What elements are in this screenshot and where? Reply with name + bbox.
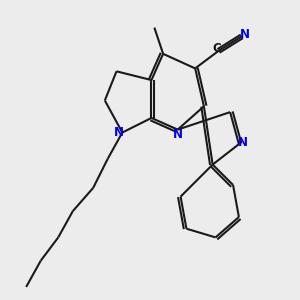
Text: N: N: [238, 136, 248, 149]
Text: N: N: [240, 28, 250, 41]
Text: N: N: [173, 128, 183, 141]
Text: N: N: [114, 126, 124, 139]
Text: C: C: [213, 42, 221, 55]
